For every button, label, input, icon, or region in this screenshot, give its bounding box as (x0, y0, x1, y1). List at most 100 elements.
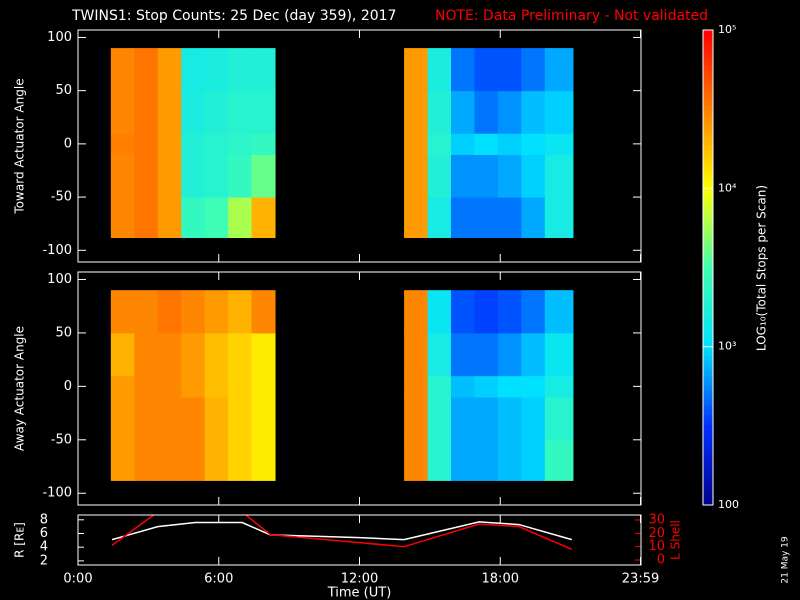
heat-cell (251, 197, 276, 239)
heat-cell (110, 332, 135, 377)
colorbar-swatch (703, 455, 713, 461)
heat-cell (157, 48, 182, 92)
colorbar-swatch (703, 465, 713, 471)
heat-cell (204, 133, 229, 156)
y-axis-label: Away Actuator Angle (13, 326, 27, 451)
colorbar-tick-label: 10⁵ (718, 23, 736, 36)
heat-cell (427, 197, 452, 239)
y-tick-label: 6 (40, 526, 48, 541)
heat-cell (181, 375, 206, 398)
heat-cell (404, 397, 429, 441)
x-tick-label: 12:00 (341, 572, 378, 587)
heat-cell (251, 332, 276, 377)
x-axis-label: Time (UT) (327, 586, 392, 600)
colorbar-swatch (703, 260, 713, 266)
y-tick-label: -100 (42, 243, 72, 258)
colorbar-swatch (703, 200, 713, 206)
x-tick-label: 18:00 (482, 572, 519, 587)
heat-cell (134, 154, 159, 198)
y2-tick-label: 0 (657, 553, 665, 568)
colorbar-swatch (703, 120, 713, 126)
heat-cell (228, 375, 253, 398)
colorbar-swatch (703, 225, 713, 231)
colorbar-label: LOG₁₀(Total Stops per Scan) (755, 185, 769, 351)
colorbar-tick-label: 100 (718, 498, 739, 511)
colorbar-swatch (703, 250, 713, 256)
heat-cell (404, 290, 429, 334)
heat-cell (228, 397, 253, 441)
heat-cell (228, 133, 253, 156)
y-tick-label: 50 (55, 325, 72, 340)
colorbar-swatch (703, 320, 713, 326)
colorbar-swatch (703, 105, 713, 111)
heat-cell (544, 90, 574, 134)
y-tick-label: -100 (42, 486, 72, 501)
heat-cell (110, 397, 135, 441)
heat-cell (181, 90, 206, 134)
y-tick-label: 2 (40, 553, 48, 568)
colorbar-swatch (703, 410, 713, 416)
heat-cell (134, 48, 159, 92)
heat-cell (427, 439, 452, 481)
heat-cell (497, 133, 522, 156)
heat-cell (544, 48, 574, 92)
heat-cell (181, 48, 206, 92)
colorbar-swatch (703, 315, 713, 321)
heat-cell (181, 290, 206, 334)
colorbar-swatch (703, 470, 713, 476)
colorbar-swatch (703, 115, 713, 121)
heat-cell (404, 133, 429, 156)
y2-tick-label: 30 (648, 513, 665, 528)
heat-cell (544, 154, 574, 198)
date-stamp: 21 May 19 (781, 536, 791, 584)
colorbar-swatch (703, 485, 713, 491)
colorbar-swatch (703, 130, 713, 136)
colorbar-swatch (703, 35, 713, 41)
heat-cell (157, 90, 182, 134)
colorbar-swatch (703, 325, 713, 331)
heat-cell (204, 154, 229, 198)
y-tick-label: 100 (47, 272, 72, 287)
heat-cell (157, 332, 182, 377)
colorbar-swatch (703, 55, 713, 61)
heat-cell (474, 90, 499, 134)
heat-cell (251, 133, 276, 156)
colorbar-swatch (703, 100, 713, 106)
colorbar-swatch (703, 220, 713, 226)
colorbar-swatch (703, 190, 713, 196)
heat-cell (134, 133, 159, 156)
colorbar-swatch (703, 435, 713, 441)
heat-cell (497, 154, 522, 198)
heat-cell (110, 290, 135, 334)
heat-cell (228, 90, 253, 134)
y-tick-label: 50 (55, 83, 72, 98)
heat-cell (404, 375, 429, 398)
colorbar-swatch (703, 45, 713, 51)
colorbar-swatch (703, 90, 713, 96)
heat-cell (427, 90, 452, 134)
plot-frame (77, 271, 642, 506)
y2-axis-label: L Shell (669, 520, 683, 560)
plot-frame (77, 29, 642, 263)
heat-cell (474, 290, 499, 334)
heat-cell (110, 48, 135, 92)
heat-cell (204, 375, 229, 398)
heat-cell (474, 332, 499, 377)
heat-cell (228, 154, 253, 198)
heat-cell (228, 439, 253, 481)
colorbar-swatch (703, 50, 713, 56)
heat-cell (404, 154, 429, 198)
colorbar-swatch (703, 230, 713, 236)
heat-cell (157, 439, 182, 481)
series-line (111, 515, 573, 551)
colorbar-swatch (703, 475, 713, 481)
x-tick-label: 6:00 (204, 572, 233, 587)
heat-cell (497, 90, 522, 134)
heat-cell (181, 332, 206, 377)
heat-cell (134, 90, 159, 134)
colorbar-swatch (703, 460, 713, 466)
heat-cell (521, 290, 546, 334)
y2-tick-label: 20 (648, 526, 665, 541)
heat-cell (497, 439, 522, 481)
heat-cell (474, 439, 499, 481)
